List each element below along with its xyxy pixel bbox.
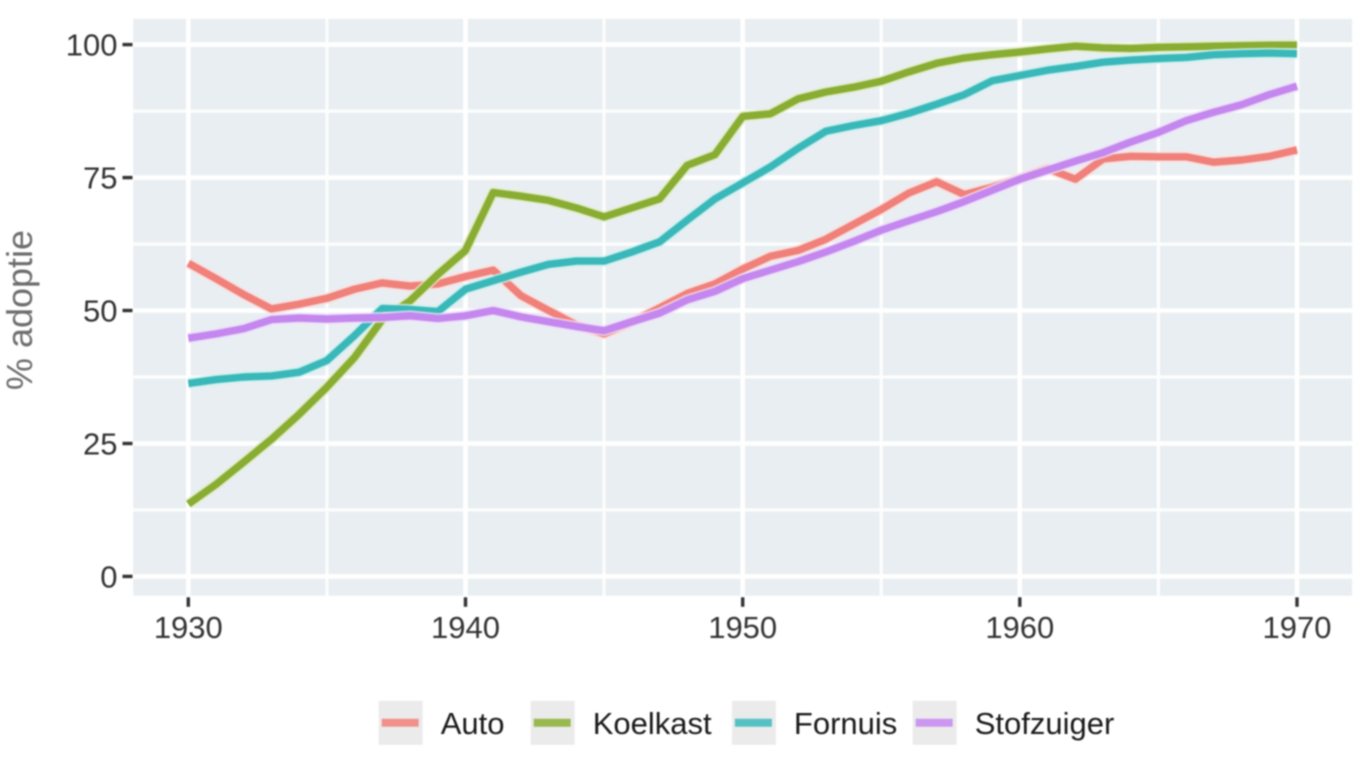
- svg-text:1930: 1930: [154, 610, 223, 645]
- svg-text:100: 100: [66, 28, 118, 63]
- svg-text:1950: 1950: [708, 610, 777, 645]
- svg-text:1960: 1960: [985, 610, 1054, 645]
- svg-text:% adoptie: % adoptie: [0, 230, 40, 390]
- svg-text:Stofzuiger: Stofzuiger: [975, 706, 1115, 741]
- svg-text:1970: 1970: [1263, 610, 1332, 645]
- svg-text:1940: 1940: [431, 610, 500, 645]
- svg-text:Auto: Auto: [441, 706, 505, 741]
- svg-text:50: 50: [83, 294, 117, 329]
- svg-text:Koelkast: Koelkast: [593, 706, 712, 741]
- svg-text:Fornuis: Fornuis: [794, 706, 897, 741]
- svg-text:75: 75: [83, 161, 117, 196]
- svg-text:0: 0: [100, 559, 117, 594]
- svg-text:25: 25: [83, 427, 117, 462]
